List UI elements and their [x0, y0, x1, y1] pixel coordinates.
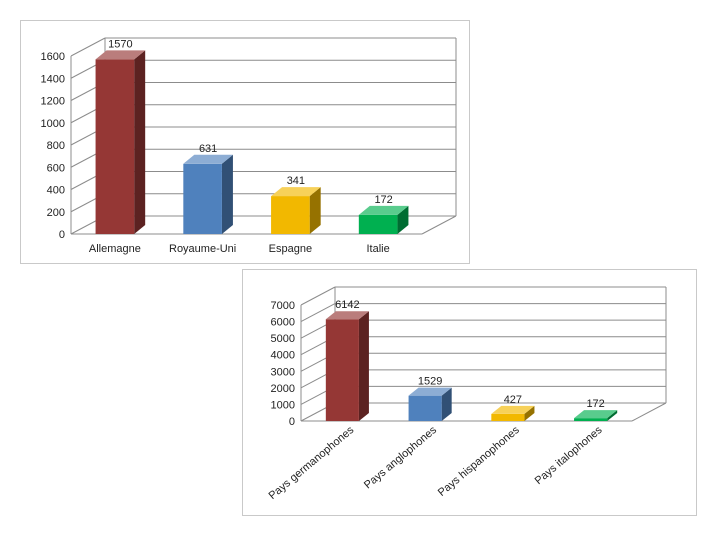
bar-top-face	[574, 410, 618, 419]
bar	[271, 196, 310, 234]
bar-side-face	[607, 410, 618, 421]
y-tick-label: 600	[47, 162, 65, 174]
y-tick-label: 6000	[271, 317, 295, 329]
bar-top-face	[491, 405, 535, 414]
category-label: Italie	[367, 243, 390, 255]
floor-right-edge	[421, 215, 457, 235]
category-label: Pays anglophones	[362, 424, 439, 492]
bar-top-face	[325, 311, 369, 320]
data-label: 6142	[335, 299, 359, 311]
category-label: Allemagne	[89, 243, 141, 255]
data-label: 427	[504, 394, 522, 406]
bar-top-face	[95, 50, 146, 60]
gridline-diagonal	[300, 303, 336, 323]
bar	[325, 319, 359, 421]
bar	[358, 214, 398, 234]
y-tick-label: 400	[47, 185, 65, 197]
bar	[183, 163, 222, 234]
category-label: Pays germanophones	[267, 424, 357, 502]
y-tick-label: 200	[47, 207, 65, 219]
y-tick-label: 3000	[271, 366, 295, 378]
category-label: Royaume-Uni	[169, 243, 236, 255]
bar-top-face	[358, 205, 409, 215]
bar-side-face	[441, 387, 452, 421]
y-tick-label: 1000	[271, 399, 295, 411]
gridline-diagonal	[70, 37, 106, 57]
y-tick-label: 1600	[41, 51, 65, 63]
bar	[491, 413, 525, 421]
bar-chart-language-groups: 0 1000 2000 3000 4000 5000 6000 7000 6142 Pays ge…	[267, 286, 667, 502]
bar-side-face	[134, 50, 146, 235]
data-label: 1570	[108, 38, 132, 50]
bar	[95, 59, 135, 235]
y-tick-label: 1000	[41, 118, 65, 130]
category-label: Espagne	[269, 243, 312, 255]
bar-side-face	[309, 187, 321, 234]
data-label: 341	[287, 175, 305, 187]
bar	[408, 395, 442, 421]
bar-side-face	[221, 154, 233, 234]
floor-right-edge	[631, 402, 667, 422]
bar-side-face	[358, 311, 369, 421]
bar-top-face	[408, 387, 452, 396]
chart-panel-language-groups: 0 1000 2000 3000 4000 5000 6000 7000 6142 Pays ge…	[242, 269, 697, 516]
y-tick-label: 1400	[41, 73, 65, 85]
data-label: 1529	[418, 376, 442, 388]
y-tick-label: 0	[59, 229, 65, 241]
bar-side-face	[397, 205, 409, 234]
bar-top-face	[183, 154, 233, 164]
y-tick-label: 800	[47, 140, 65, 152]
y-tick-label: 1200	[41, 96, 65, 108]
gridline-diagonal	[300, 286, 336, 306]
data-label: 631	[199, 143, 217, 155]
category-label: Pays italophones	[533, 424, 605, 487]
bar-chart-countries: 0 200 400 600 800 1000 1200 1400 1600 1570 Allemag…	[41, 37, 457, 255]
data-label: 172	[586, 398, 604, 410]
y-tick-label: 4000	[271, 350, 295, 362]
data-label: 172	[374, 194, 392, 206]
y-tick-label: 2000	[271, 383, 295, 395]
category-label: Pays hispanophones	[436, 424, 522, 499]
y-tick-label: 5000	[271, 333, 295, 345]
bar	[574, 418, 608, 421]
chart-panel-countries: 0 200 400 600 800 1000 1200 1400 1600 1570 Allemag…	[20, 20, 470, 264]
bar-top-face	[271, 187, 321, 197]
y-tick-label: 0	[289, 416, 295, 428]
y-tick-label: 7000	[271, 300, 295, 312]
bar-side-face	[524, 405, 535, 421]
